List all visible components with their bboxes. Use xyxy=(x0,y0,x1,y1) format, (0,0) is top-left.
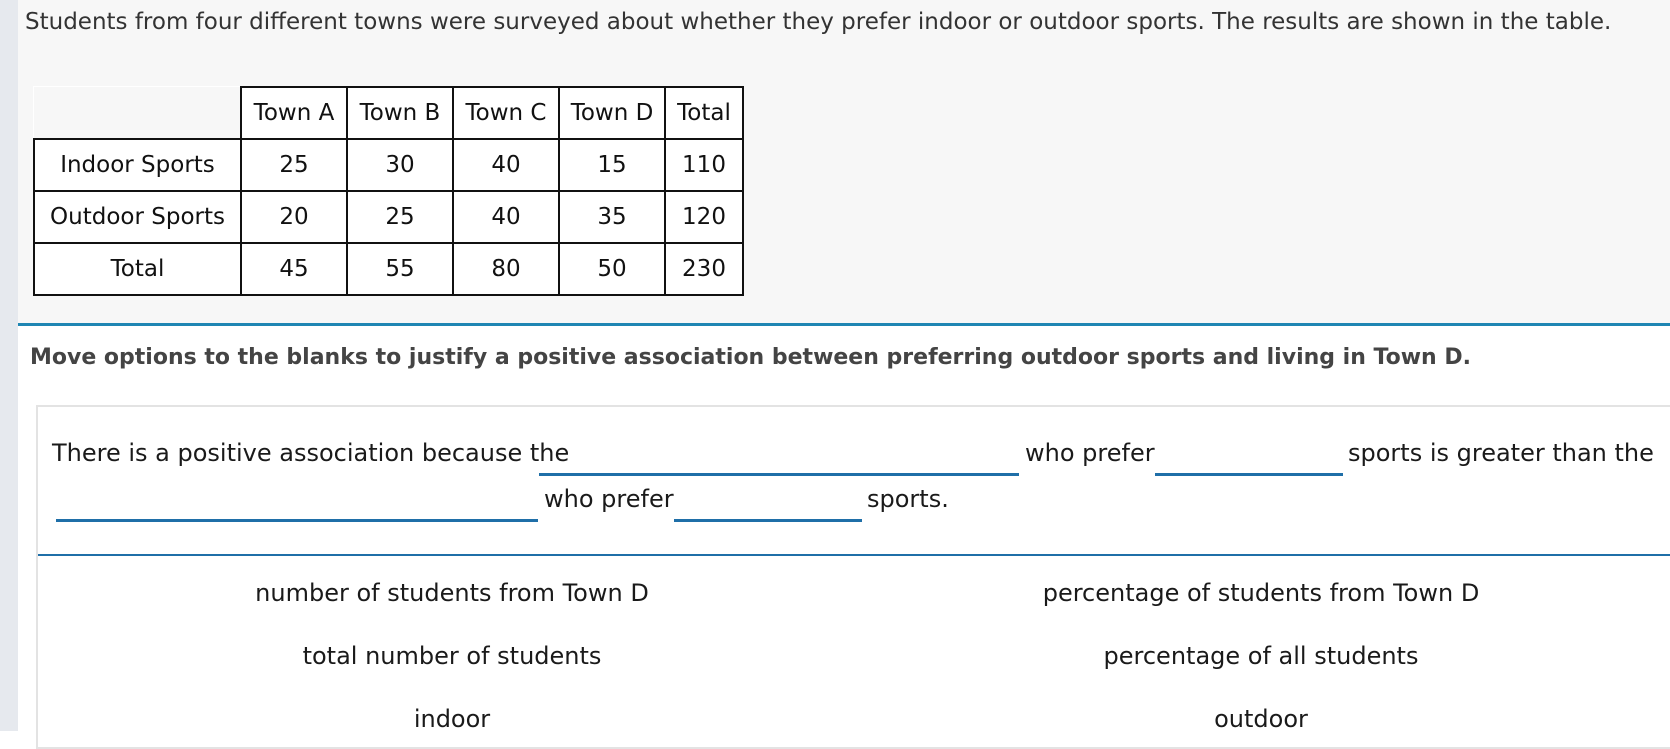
table-cell: 50 xyxy=(558,242,666,296)
column-header: Total xyxy=(664,86,744,140)
table-row: Total 45 55 80 50 230 xyxy=(33,242,744,296)
option-tile[interactable]: indoor xyxy=(413,705,491,733)
row-header: Indoor Sports xyxy=(33,138,242,192)
table-cell: 110 xyxy=(664,138,744,192)
left-edge-strip xyxy=(0,0,18,731)
blank-4[interactable] xyxy=(674,519,862,522)
sentence-text: who prefer xyxy=(1025,439,1155,467)
drag-drop-panel: There is a positive association because … xyxy=(36,405,1670,749)
row-header: Outdoor Sports xyxy=(33,190,242,244)
table-cell: 80 xyxy=(452,242,560,296)
table-cell: 15 xyxy=(558,138,666,192)
option-tile[interactable]: outdoor xyxy=(1214,705,1308,733)
table-cell: 45 xyxy=(240,242,348,296)
blank-1[interactable] xyxy=(539,473,1019,476)
sentence-text: sports is greater than the xyxy=(1348,439,1654,467)
question-prompt: Move options to the blanks to justify a … xyxy=(30,345,1471,370)
sentence-text: who prefer xyxy=(544,485,674,513)
option-tile[interactable]: percentage of students from Town D xyxy=(1042,579,1480,607)
column-header: Town B xyxy=(346,86,454,140)
column-header: Town C xyxy=(452,86,560,140)
table-cell: 30 xyxy=(346,138,454,192)
row-header: Total xyxy=(33,242,242,296)
intro-text: Students from four different towns were … xyxy=(25,9,1612,35)
table-header-row: Town A Town B Town C Town D Total xyxy=(34,86,744,140)
survey-table: Town A Town B Town C Town D Total Indoor… xyxy=(33,86,744,296)
table-cell: 25 xyxy=(346,190,454,244)
table-cell: 230 xyxy=(664,242,744,296)
option-tile[interactable]: total number of students xyxy=(302,642,602,670)
table-cell: 40 xyxy=(452,190,560,244)
blank-3[interactable] xyxy=(56,519,538,522)
sentence-text: There is a positive association because … xyxy=(52,439,570,467)
sentence-area: There is a positive association because … xyxy=(38,407,1670,556)
column-header: Town A xyxy=(240,86,348,140)
table-corner-cell xyxy=(34,87,242,140)
column-header: Town D xyxy=(558,86,666,140)
blank-2[interactable] xyxy=(1155,473,1343,476)
sentence-text: sports. xyxy=(867,485,949,513)
table-cell: 25 xyxy=(240,138,348,192)
table-cell: 55 xyxy=(346,242,454,296)
table-cell: 20 xyxy=(240,190,348,244)
table-row: Outdoor Sports 20 25 40 35 120 xyxy=(33,190,744,244)
table-cell: 35 xyxy=(558,190,666,244)
option-tile[interactable]: number of students from Town D xyxy=(255,579,649,607)
table-row: Indoor Sports 25 30 40 15 110 xyxy=(33,138,744,192)
option-tile[interactable]: percentage of all students xyxy=(1103,642,1419,670)
table-cell: 40 xyxy=(452,138,560,192)
table-cell: 120 xyxy=(664,190,744,244)
stimulus-area: Students from four different towns were … xyxy=(18,0,1670,326)
